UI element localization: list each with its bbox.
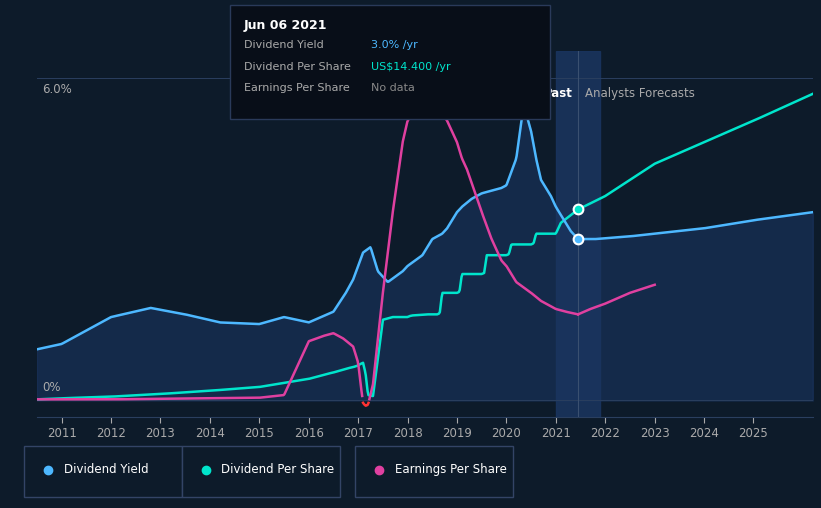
Text: 6.0%: 6.0% <box>42 83 71 96</box>
Text: 3.0% /yr: 3.0% /yr <box>371 40 418 50</box>
Text: 0%: 0% <box>42 381 61 394</box>
Text: Earnings Per Share: Earnings Per Share <box>395 463 507 477</box>
Text: Analysts Forecasts: Analysts Forecasts <box>585 87 695 101</box>
Text: Earnings Per Share: Earnings Per Share <box>244 83 350 93</box>
Text: Jun 06 2021: Jun 06 2021 <box>244 19 328 32</box>
Text: Dividend Per Share: Dividend Per Share <box>244 62 351 72</box>
Text: Past: Past <box>544 87 573 101</box>
FancyBboxPatch shape <box>182 446 340 497</box>
Text: Dividend Per Share: Dividend Per Share <box>222 463 334 477</box>
Text: No data: No data <box>371 83 415 93</box>
Text: US$14.400 /yr: US$14.400 /yr <box>371 62 451 72</box>
FancyBboxPatch shape <box>355 446 513 497</box>
Text: Dividend Yield: Dividend Yield <box>244 40 323 50</box>
Bar <box>556 51 600 417</box>
FancyBboxPatch shape <box>25 446 182 497</box>
Text: Dividend Yield: Dividend Yield <box>64 463 149 477</box>
